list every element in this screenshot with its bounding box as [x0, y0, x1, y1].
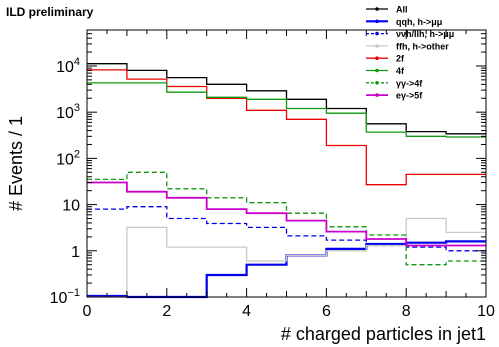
x-axis-label: # charged particles in jet1 [281, 324, 486, 344]
header-label: ILD preliminary [6, 5, 94, 19]
series-line-7 [87, 181, 486, 247]
series-line-0 [87, 63, 486, 135]
legend-marker-5 [375, 68, 379, 73]
y-tick-label: 10 [62, 198, 80, 215]
y-tick-label: 104 [56, 56, 80, 76]
y-tick-label: 10−1 [50, 287, 80, 307]
series-line-6 [87, 171, 486, 266]
axis-layer: 0 2 4 6 8 10 10−1 1 10 102 103 104 [50, 29, 495, 320]
legend-marker-2 [375, 31, 379, 36]
legend-marker-3 [375, 44, 379, 48]
legend-label-5: 4f [396, 66, 405, 76]
legend-marker-6 [375, 81, 379, 85]
x-tick-label: 2 [162, 303, 171, 320]
legend-label-0: All [396, 5, 408, 15]
legend-label-4: 2f [396, 54, 405, 64]
x-tick-label: 0 [83, 303, 92, 320]
x-tick-label: 10 [477, 303, 495, 320]
legend-label-6: γγ->4f [396, 78, 423, 88]
legend-marker-7 [375, 93, 379, 97]
x-tick-label: 6 [322, 303, 331, 320]
legend-marker-1 [375, 19, 379, 24]
x-tick-label: 8 [402, 303, 411, 320]
legend-label-2: ννh/llh, h->μμ [396, 29, 454, 39]
y-tick-label: 103 [56, 102, 80, 122]
legend-label-7: eγ->5f [396, 91, 423, 101]
y-tick-label: 102 [56, 148, 80, 168]
legend-label-1: qqh, h->μμ [396, 17, 442, 27]
legend-marker-4 [375, 56, 379, 60]
y-axis-label: # Events / 1 [6, 116, 26, 211]
series-line-5 [87, 82, 486, 138]
x-tick-label: 4 [242, 303, 251, 320]
legend-marker-0 [375, 7, 379, 11]
series-line-3 [87, 217, 486, 298]
y-tick-label: 1 [71, 244, 80, 261]
series-line-4 [87, 69, 486, 186]
legend-label-3: ffh, h->other [396, 41, 449, 51]
legend: All qqh, h->μμ ννh/llh, h->μμ ffh, h->other… [366, 5, 454, 101]
